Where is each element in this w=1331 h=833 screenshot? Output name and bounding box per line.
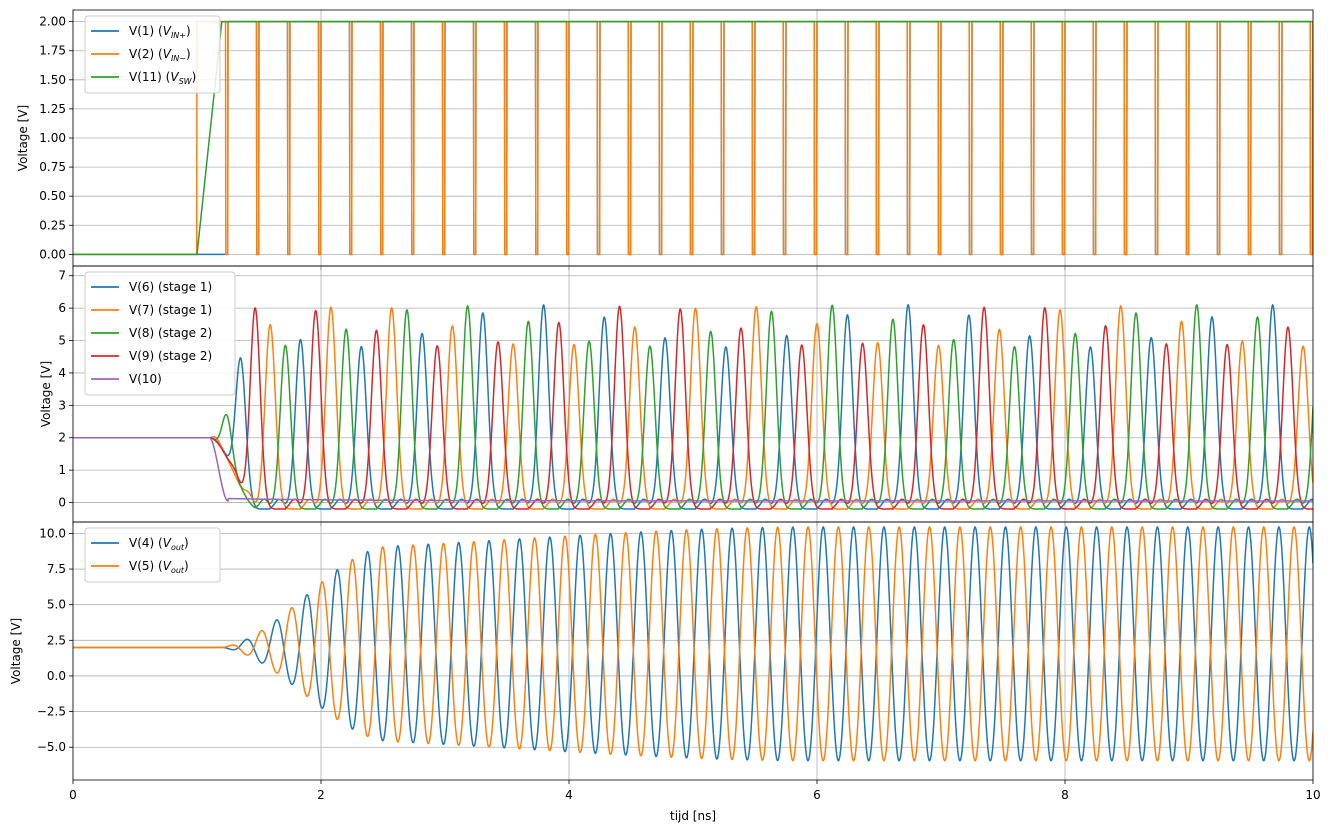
legend-entry-open: ( xyxy=(158,536,163,550)
y-tick-label: 0.75 xyxy=(39,160,66,174)
legend-entry-name: V(4) xyxy=(129,536,158,550)
x-tick-label: 10 xyxy=(1305,788,1320,802)
legend-entry-subscript: IN+ xyxy=(171,31,186,40)
legend-entry: V(9) (stage 2) xyxy=(129,349,212,363)
y-tick-label: 0.00 xyxy=(39,247,66,261)
y-tick-label: 0 xyxy=(58,496,66,510)
legend-entry-symbol: V xyxy=(163,536,172,550)
y-tick-label: 1.50 xyxy=(39,73,66,87)
legend-entry-name: V(6) xyxy=(129,280,158,294)
legend-entry: V(6) (stage 1) xyxy=(129,280,212,294)
legend-entry-name: V(8) xyxy=(129,326,158,340)
y-tick-label: 0.0 xyxy=(47,669,66,683)
legend-entry-open: ( xyxy=(166,70,171,84)
legend-entry-symbol: V xyxy=(163,559,172,573)
y-axis-label: Voltage [V] xyxy=(16,105,30,171)
y-tick-label: 6 xyxy=(58,301,66,315)
y-tick-label: 5.0 xyxy=(47,598,66,612)
x-axis-label: tijd [ns] xyxy=(670,809,716,823)
series-line-V11 xyxy=(73,20,1313,256)
x-tick-label: 8 xyxy=(1061,788,1069,802)
x-tick-label: 0 xyxy=(69,788,77,802)
legend-entry: V(7) (stage 1) xyxy=(129,303,212,317)
x-tick-label: 2 xyxy=(317,788,325,802)
legend-entry-symbol: V xyxy=(163,47,172,61)
legend-entry-close: ) xyxy=(186,47,191,61)
legend-entry-subscript: IN− xyxy=(171,54,186,63)
legend-entry-close: ) xyxy=(192,70,197,84)
y-tick-label: −2.5 xyxy=(37,705,66,719)
y-axis-label: Voltage [V] xyxy=(9,618,23,684)
legend-entry-name: V(1) xyxy=(129,24,158,38)
y-tick-label: 1 xyxy=(58,463,66,477)
y-tick-label: 7.5 xyxy=(47,562,66,576)
series-line-V5 xyxy=(73,525,1313,762)
y-tick-label: 0.50 xyxy=(39,189,66,203)
y-tick-label: 0.25 xyxy=(39,218,66,232)
legend-entry-open: ( xyxy=(158,24,163,38)
legend-entry: V(11) (VSW) xyxy=(129,70,196,86)
legend-entry-name: V(5) xyxy=(129,559,158,573)
panel-output-voltages: −5.0 −2.5 0.0 2.5 5.0 7.5 10.0 0 2 4 6 8 10 Voltage [… xyxy=(9,521,1321,823)
legend-entry: V(4) (Vout) xyxy=(129,536,189,552)
y-tick-label: 10.0 xyxy=(39,526,66,540)
y-tick-label: −5.0 xyxy=(37,740,66,754)
y-tick-label: 4 xyxy=(58,366,66,380)
series-line-V9 xyxy=(73,305,1313,510)
legend-entry-subscript: out xyxy=(171,543,185,552)
legend-entry-close: ) xyxy=(184,559,189,573)
legend-entry-name: V(11) xyxy=(129,70,166,84)
legend-entry-name: V(2) xyxy=(129,47,158,61)
legend: V(4) (Vout)V(5) (Vout) xyxy=(84,527,221,583)
series-line-V7 xyxy=(73,304,1313,510)
x-tick-label: 6 xyxy=(813,788,821,802)
legend-box xyxy=(84,15,221,94)
legend-entry-label: (stage 2) xyxy=(158,326,212,340)
legend-entry-close: ) xyxy=(184,536,189,550)
series-line-V4 xyxy=(73,525,1313,762)
series-line-V10 xyxy=(73,437,1313,502)
legend-entry: V(2) (VIN−) xyxy=(129,47,191,63)
y-tick-label: 1.75 xyxy=(39,44,66,58)
legend-entry: V(8) (stage 2) xyxy=(129,326,212,340)
panel-input-switch: 0.00 0.25 0.50 0.75 1.00 1.25 1.50 1.75 2.00 Volt… xyxy=(16,9,1314,270)
legend-entry-subscript: out xyxy=(171,566,185,575)
series-group xyxy=(73,20,1313,256)
y-tick-label: 1.25 xyxy=(39,102,66,116)
legend-entry-symbol: V xyxy=(170,70,179,84)
legend-box xyxy=(84,527,221,583)
legend-entry-label: (stage 1) xyxy=(158,280,212,294)
legend-box xyxy=(84,271,236,396)
y-tick-label: 2.00 xyxy=(39,15,66,29)
y-tick-label: 2.5 xyxy=(47,633,66,647)
axes-frame xyxy=(72,521,1314,781)
legend-entry: V(5) (Vout) xyxy=(129,559,189,575)
legend-entry-name: V(9) xyxy=(129,349,158,363)
legend: V(6) (stage 1)V(7) (stage 1)V(8) (stage … xyxy=(84,271,236,396)
legend-entry-label: (stage 1) xyxy=(158,303,212,317)
x-tick-label: 4 xyxy=(565,788,573,802)
y-tick-label: 1.00 xyxy=(39,131,66,145)
legend-entry-symbol: V xyxy=(163,24,172,38)
y-axis-label: Voltage [V] xyxy=(39,361,53,427)
legend-entry-close: ) xyxy=(186,24,191,38)
y-tick-label: 7 xyxy=(58,269,66,283)
legend-entry-subscript: SW xyxy=(179,77,193,86)
y-tick-label: 3 xyxy=(58,398,66,412)
legend-entry-name: V(10) xyxy=(129,372,162,386)
series-group xyxy=(73,525,1313,762)
y-tick-label: 2 xyxy=(58,431,66,445)
series-line-V2 xyxy=(73,20,1313,256)
series-group xyxy=(73,303,1313,510)
legend-entry-open: ( xyxy=(158,559,163,573)
y-tick-label: 5 xyxy=(58,334,66,348)
legend: V(1) (VIN+)V(2) (VIN−)V(11) (VSW) xyxy=(84,15,221,94)
legend-entry-label: (stage 2) xyxy=(158,349,212,363)
legend-entry: V(1) (VIN+) xyxy=(129,24,191,40)
legend-entry-name: V(7) xyxy=(129,303,158,317)
legend-entry-open: ( xyxy=(158,47,163,61)
legend-entry: V(10) xyxy=(129,372,162,386)
